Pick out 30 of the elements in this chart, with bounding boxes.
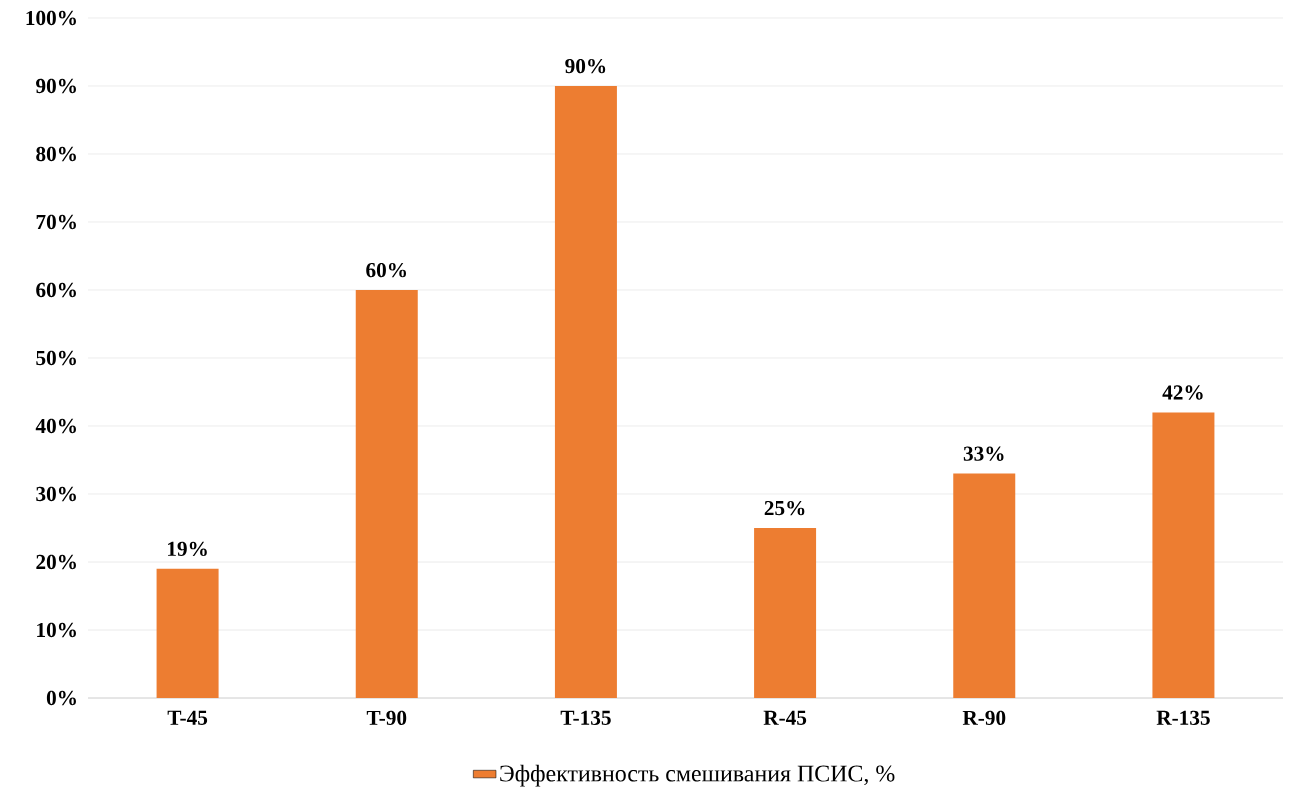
y-tick-label: 60% — [36, 282, 76, 298]
x-tick-label: R-135 — [1156, 710, 1210, 725]
x-tick-label: T-135 — [560, 710, 611, 725]
x-tick-label: T-90 — [366, 710, 407, 726]
y-tick-label: 10% — [37, 622, 76, 638]
bar — [554, 85, 617, 698]
legend-label: Эффективность смешивания ПСИС, % — [500, 764, 895, 787]
y-tick-label: 0% — [46, 690, 76, 706]
bar — [355, 289, 418, 698]
bar — [156, 568, 219, 698]
y-tick-label: 40% — [35, 418, 76, 434]
data-label: 33% — [963, 446, 1004, 461]
y-tick-label: 100% — [26, 10, 76, 26]
bar — [953, 473, 1016, 698]
y-tick-label: 20% — [36, 554, 76, 570]
bar — [1152, 412, 1215, 698]
x-tick-label: T-45 — [167, 710, 208, 725]
data-label: 42% — [1162, 385, 1203, 400]
y-tick-label: 30% — [36, 486, 76, 502]
y-tick-label: 50% — [36, 350, 76, 366]
x-tick-label: R-45 — [763, 710, 807, 725]
y-tick-label: 70% — [36, 214, 76, 230]
bar — [754, 528, 817, 698]
data-label: 90% — [565, 58, 606, 74]
data-label: 60% — [366, 262, 406, 278]
y-tick-label: 80% — [36, 146, 76, 162]
data-label: 25% — [764, 500, 805, 516]
y-tick-label: 90% — [36, 78, 76, 94]
data-label: 19% — [168, 541, 207, 557]
x-tick-label: R-90 — [962, 710, 1006, 726]
